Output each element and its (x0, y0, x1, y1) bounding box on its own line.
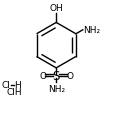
Text: OH: OH (49, 4, 63, 13)
Text: H: H (14, 81, 21, 90)
Text: O: O (39, 72, 46, 81)
Text: NH₂: NH₂ (83, 26, 100, 35)
Text: NH₂: NH₂ (48, 85, 65, 93)
Text: Cl: Cl (2, 81, 11, 90)
Text: O: O (66, 72, 73, 81)
Text: S: S (53, 70, 60, 83)
Text: ClH: ClH (6, 87, 22, 96)
